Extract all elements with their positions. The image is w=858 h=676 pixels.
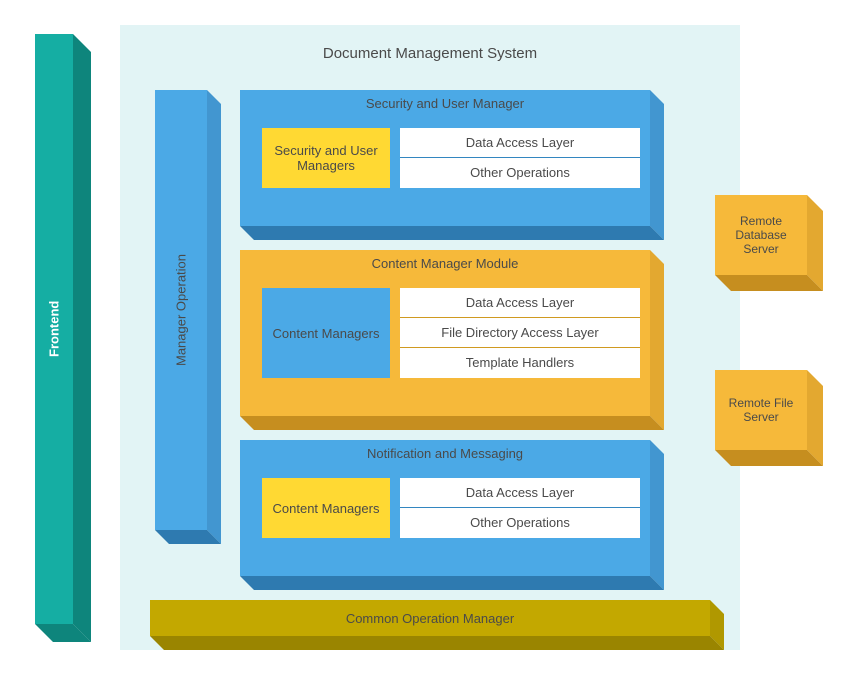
module-security-front: Security and User Manager Security and Us… bbox=[240, 90, 650, 226]
module-content-side bbox=[650, 250, 664, 430]
common-operation-manager-block-bottom bbox=[150, 636, 724, 650]
manager-operation-label: Manager Operation bbox=[155, 90, 207, 530]
remote-db-block-bottom bbox=[715, 275, 823, 291]
module-notification-row: Other Operations bbox=[400, 508, 640, 538]
module-content-front: Content Manager Module Content Managers Da… bbox=[240, 250, 650, 416]
manager-operation-block-front: Manager Operation bbox=[155, 90, 207, 530]
module-notification-row: Data Access Layer bbox=[400, 478, 640, 508]
module-content: Content Manager Module Content Managers Da… bbox=[240, 250, 650, 416]
module-notification: Notification and Messaging Content Manage… bbox=[240, 440, 650, 576]
module-security-row: Data Access Layer bbox=[400, 128, 640, 158]
frontend-block: Frontend bbox=[35, 34, 73, 624]
frontend-block-side bbox=[73, 34, 91, 642]
module-notification-leftblock-label: Content Managers bbox=[273, 501, 380, 516]
module-security-leftblock-label: Security and User Managers bbox=[268, 143, 384, 173]
module-content-leftblock: Content Managers bbox=[262, 288, 390, 378]
module-content-row: Template Handlers bbox=[400, 348, 640, 378]
remote-db-block: Remote Database Server bbox=[715, 195, 807, 275]
common-operation-manager-block: Common Operation Manager bbox=[150, 600, 710, 636]
module-notification-bottom bbox=[240, 576, 664, 590]
module-security-leftblock: Security and User Managers bbox=[262, 128, 390, 188]
module-security-rows: Data Access LayerOther Operations bbox=[400, 128, 640, 188]
module-security: Security and User Manager Security and Us… bbox=[240, 90, 650, 226]
module-content-rows: Data Access LayerFile Directory Access L… bbox=[400, 288, 640, 378]
frontend-block-front: Frontend bbox=[35, 34, 73, 624]
remote-db-block-front: Remote Database Server bbox=[715, 195, 807, 275]
module-notification-title: Notification and Messaging bbox=[240, 446, 650, 461]
module-content-leftblock-label: Content Managers bbox=[273, 326, 380, 341]
module-security-title: Security and User Manager bbox=[240, 96, 650, 111]
module-content-title: Content Manager Module bbox=[240, 256, 650, 271]
remote-file-block-bottom bbox=[715, 450, 823, 466]
module-content-row: Data Access Layer bbox=[400, 288, 640, 318]
module-notification-rows: Data Access LayerOther Operations bbox=[400, 478, 640, 538]
module-notification-side bbox=[650, 440, 664, 590]
module-security-side bbox=[650, 90, 664, 240]
manager-operation-block: Manager Operation bbox=[155, 90, 207, 530]
diagram-title: Document Management System bbox=[120, 45, 740, 62]
module-content-row: File Directory Access Layer bbox=[400, 318, 640, 348]
common-operation-manager-label: Common Operation Manager bbox=[150, 600, 710, 636]
frontend-label: Frontend bbox=[35, 34, 73, 624]
remote-db-label: Remote Database Server bbox=[715, 195, 807, 275]
manager-operation-block-side bbox=[207, 90, 221, 544]
module-security-bottom bbox=[240, 226, 664, 240]
module-content-bottom bbox=[240, 416, 664, 430]
remote-file-block-front: Remote File Server bbox=[715, 370, 807, 450]
module-notification-leftblock: Content Managers bbox=[262, 478, 390, 538]
remote-file-label: Remote File Server bbox=[715, 370, 807, 450]
module-security-row: Other Operations bbox=[400, 158, 640, 188]
remote-file-block: Remote File Server bbox=[715, 370, 807, 450]
common-operation-manager-block-front: Common Operation Manager bbox=[150, 600, 710, 636]
module-notification-front: Notification and Messaging Content Manage… bbox=[240, 440, 650, 576]
